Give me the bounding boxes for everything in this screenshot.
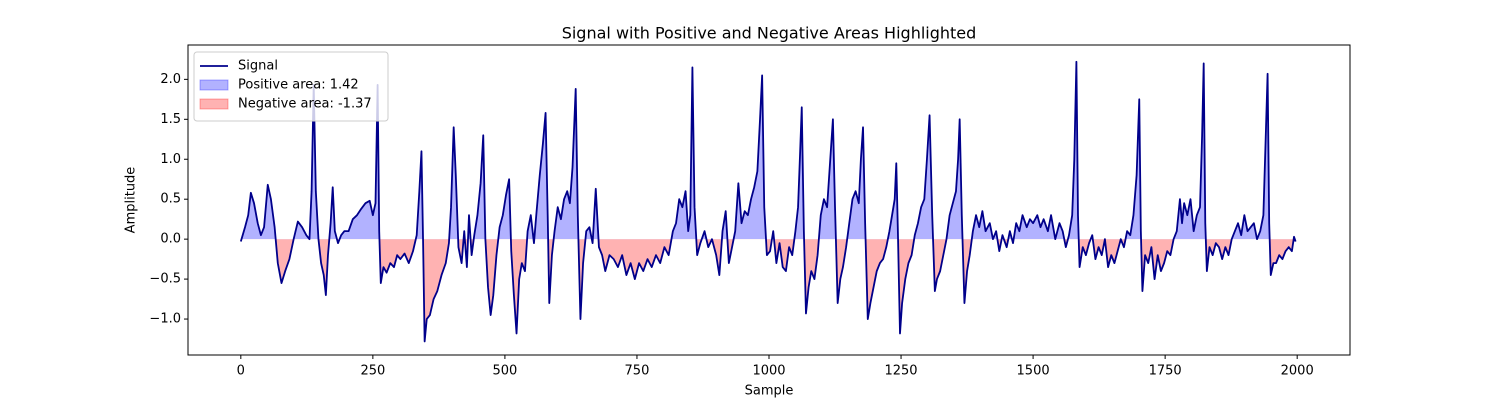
x-tick-label: 1500 (1017, 364, 1050, 379)
y-tick-label: 0.0 (160, 232, 181, 247)
x-tick-label: 1750 (1149, 364, 1182, 379)
plot-frame (187, 44, 1351, 356)
x-tick-label: 500 (492, 364, 517, 379)
legend-box (193, 51, 389, 122)
x-axis-label: Sample (745, 384, 794, 399)
y-tick-label: 1.0 (160, 152, 181, 167)
x-tick-label: 250 (360, 364, 385, 379)
y-axis-label: Amplitude (124, 167, 139, 234)
y-tick-label: 1.5 (160, 112, 181, 127)
y-tick-label: 0.5 (160, 192, 181, 207)
x-tick-label: 1000 (752, 364, 785, 379)
legend-patch (199, 98, 229, 110)
chart-title: Signal with Positive and Negative Areas … (562, 24, 977, 43)
area-fill (240, 61, 1296, 240)
x-tick-label: 1250 (884, 364, 917, 379)
signal-line (239, 60, 1297, 343)
legend-label: Positive area: 1.42 (238, 78, 359, 93)
x-tick-label: 0 (237, 364, 245, 379)
y-tick-label: −0.5 (149, 272, 181, 287)
x-tick-label: 2000 (1281, 364, 1314, 379)
y-tick-label: −1.0 (149, 312, 181, 327)
legend-label: Signal (238, 59, 278, 74)
x-tick-label: 750 (625, 364, 650, 379)
y-tick-label: 2.0 (160, 72, 181, 87)
legend-label: Negative area: -1.37 (238, 97, 372, 112)
legend-patch (199, 79, 229, 91)
